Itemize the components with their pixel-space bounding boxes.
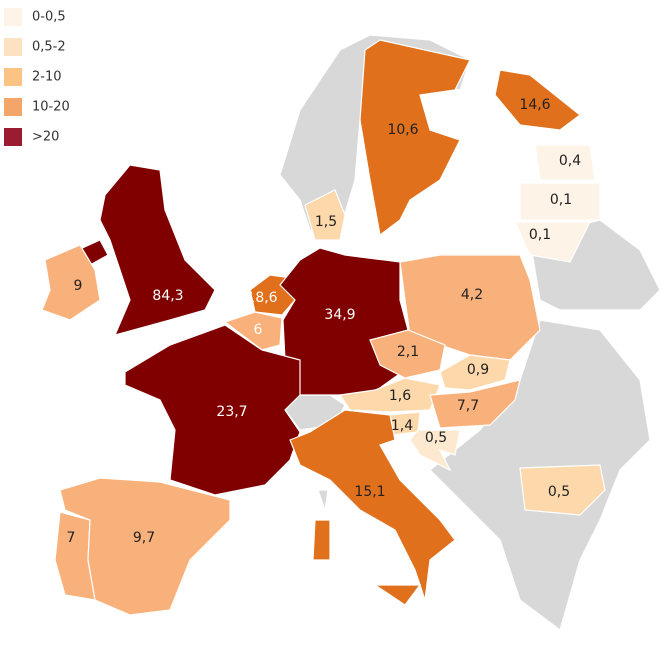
- region-label: 1,5: [315, 214, 337, 230]
- country: [439, 354, 511, 391]
- region-label: 15,1: [354, 484, 385, 500]
- region-label: 0,1: [529, 227, 551, 243]
- country: [359, 39, 471, 237]
- legend-swatch: [4, 68, 22, 86]
- region-label: 0,5: [425, 430, 447, 446]
- region-label: 1,6: [389, 388, 411, 404]
- regions: [41, 39, 606, 616]
- country: [373, 584, 422, 606]
- region-labels: 10,6 14,6 0,4 0,1 0,1 1,5 9 84,3 18,6 6 …: [67, 97, 582, 546]
- legend-label: 10-20: [32, 100, 70, 115]
- region-label: 10,6: [387, 122, 418, 138]
- region-label: 84,3: [152, 288, 183, 304]
- region-label: 4,2: [461, 287, 483, 303]
- country: [369, 329, 446, 379]
- legend-label: 0,5-2: [32, 40, 66, 55]
- legend-label: >20: [32, 130, 59, 145]
- legend-swatch: [4, 128, 22, 146]
- region-label: 7: [67, 530, 76, 546]
- country: [41, 244, 101, 321]
- legend-label: 2-10: [32, 70, 62, 85]
- legend-swatch: [4, 8, 22, 26]
- legend-label: 0-0,5: [32, 10, 66, 25]
- region-label: 18,6: [246, 290, 277, 306]
- region-label: 9: [74, 278, 83, 294]
- region-label: 0,5: [548, 484, 570, 500]
- country: [514, 221, 591, 263]
- legend: 0-0,5 0,5-2 2-10 10-20 >20: [4, 8, 70, 146]
- country: [494, 69, 581, 131]
- region-label: 0,4: [559, 153, 581, 169]
- region-label: 0,9: [467, 362, 489, 378]
- country: [317, 489, 329, 511]
- country: [99, 164, 216, 336]
- legend-swatch: [4, 98, 22, 116]
- country: [312, 519, 331, 561]
- country: [289, 409, 456, 601]
- country: [519, 182, 601, 221]
- country: [519, 464, 606, 516]
- country: [124, 324, 301, 496]
- region-label: 2,1: [397, 344, 419, 360]
- country: [409, 429, 461, 472]
- region-label: 7,7: [457, 398, 479, 414]
- country: [429, 379, 521, 429]
- country: [59, 477, 231, 616]
- region-label: 23,7: [216, 404, 247, 420]
- region-label: 1,4: [391, 418, 413, 434]
- region-label: 34,9: [324, 307, 355, 323]
- legend-swatch: [4, 38, 22, 56]
- region-label: 14,6: [519, 97, 550, 113]
- country: [534, 144, 596, 181]
- region-label: 0,1: [550, 192, 572, 208]
- country: [304, 189, 346, 241]
- region-label: 9,7: [133, 530, 155, 546]
- region-label: 6: [254, 322, 263, 338]
